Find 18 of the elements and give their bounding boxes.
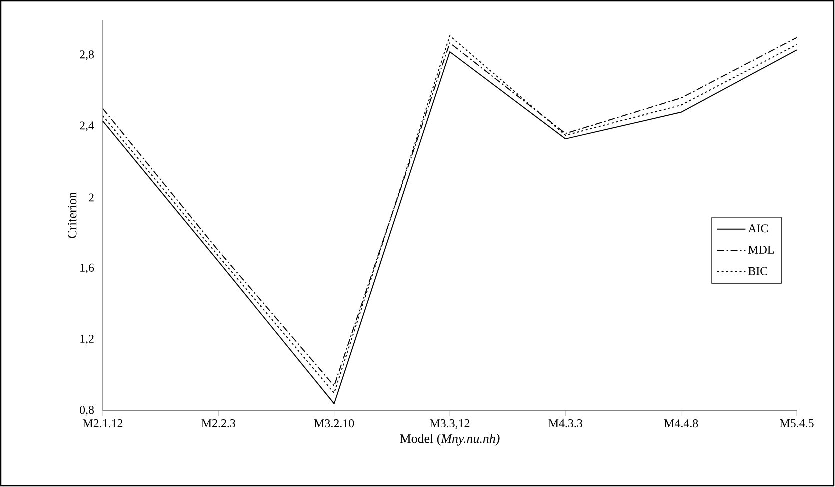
x-axis-title: Model (Mny.nu.nh)	[400, 434, 500, 446]
y-tick-label: 1,6	[80, 264, 94, 274]
x-tick-label: M2.2.3	[202, 420, 236, 428]
y-axis-title: Criterion	[68, 192, 77, 238]
x-tick-label: M2.1.12	[83, 420, 123, 428]
legend-label: AIC	[748, 224, 768, 233]
y-tick-label: 2,8	[80, 50, 94, 60]
x-tick-label: M4.4.8	[664, 420, 698, 428]
y-tick-label: 1,2	[80, 335, 94, 345]
legend-label: MDL	[748, 246, 774, 254]
legend-label: BIC	[748, 267, 768, 276]
x-tick-label: M4.3.3	[548, 420, 582, 428]
x-tick-label: M5.4.5	[780, 420, 814, 428]
x-tick-label: M3.3,12	[430, 420, 470, 430]
y-tick-label: 2	[89, 194, 94, 202]
x-tick-label: M3.2.10	[314, 420, 354, 428]
y-tick-label: 0,8	[80, 406, 94, 416]
y-tick-label: 2,4	[80, 122, 94, 132]
